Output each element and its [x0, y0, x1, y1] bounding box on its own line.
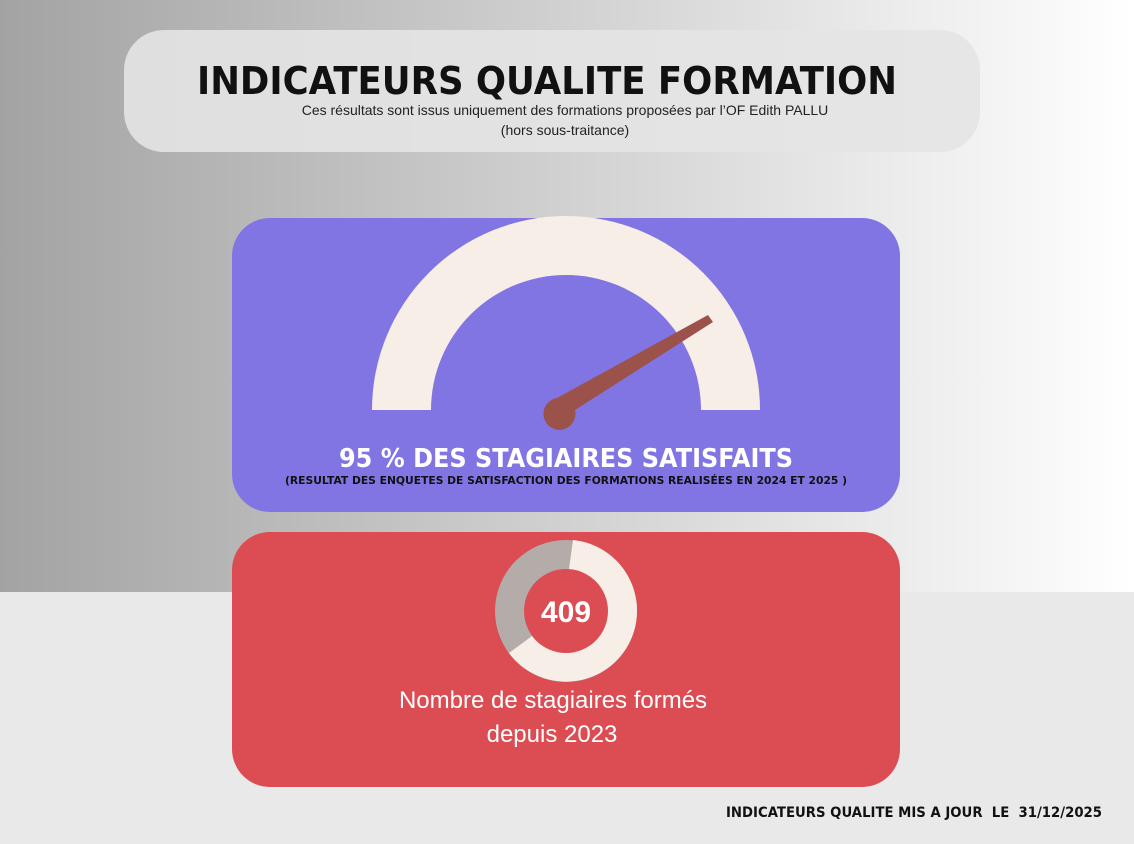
satisfaction-panel	[232, 218, 900, 512]
satisfaction-note: (RESULTAT DES ENQUETES DE SATISFACTION D…	[285, 474, 847, 487]
subtitle: Ces résultats sont issus uniquement des …	[302, 102, 829, 118]
trainees-label: depuis 2023	[487, 721, 618, 748]
donut-center	[524, 569, 608, 653]
trainees-label: Nombre de stagiaires formés	[399, 687, 707, 714]
donut-arc	[509, 540, 637, 682]
subtitle: (hors sous-traitance)	[501, 122, 629, 138]
footer: INDICATEURS QUALITE MIS A JOUR LE 31/12/…	[726, 805, 1102, 821]
satisfaction-headline: 95 % DES STAGIAIRES SATISFAITS	[339, 444, 793, 474]
header-panel	[124, 30, 980, 152]
gauge-needle	[543, 315, 713, 430]
title: INDICATEURS QUALITE FORMATION	[197, 59, 897, 103]
gauge	[372, 216, 760, 410]
trainees-count: 409	[541, 596, 591, 629]
